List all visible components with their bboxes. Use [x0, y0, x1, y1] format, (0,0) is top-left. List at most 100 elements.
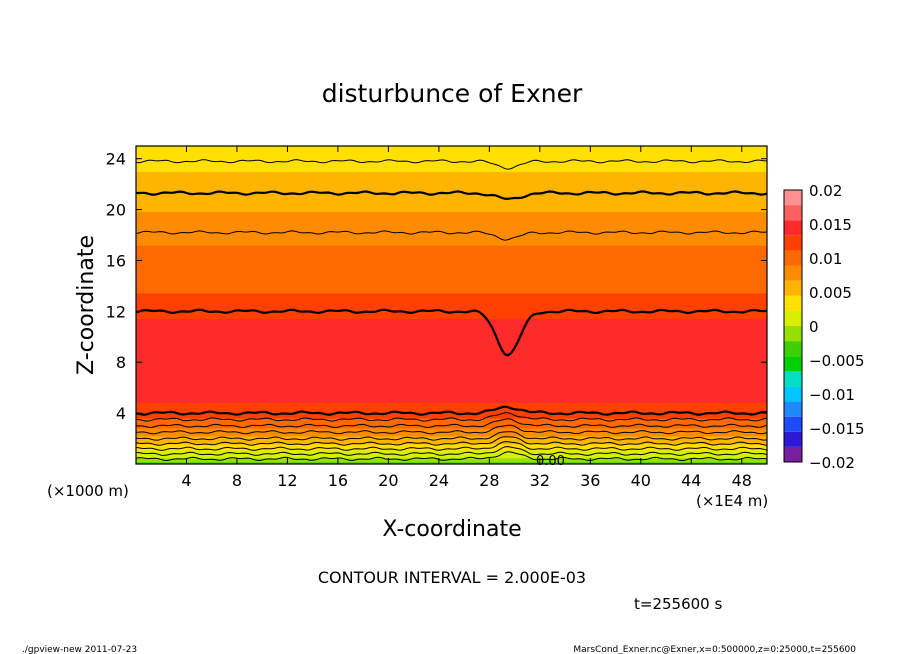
contour-line — [136, 424, 767, 435]
y-tick-label: 4 — [116, 404, 126, 423]
contour-line — [136, 451, 767, 462]
x-tick-label: 40 — [631, 471, 651, 490]
colorbar-swatch — [784, 310, 802, 326]
colorbar-tick-label: −0.015 — [809, 420, 865, 438]
contour-band — [136, 451, 767, 455]
colorbar-tick-label: −0.005 — [809, 352, 865, 370]
contour-band — [136, 362, 767, 365]
contour-band — [136, 427, 767, 431]
contour-band — [136, 386, 767, 389]
contour-band — [136, 455, 767, 459]
contour-band — [136, 445, 767, 449]
contour-band — [136, 406, 767, 409]
contour-band — [136, 274, 767, 278]
colorbar — [784, 190, 802, 462]
contour-band — [136, 322, 767, 326]
y-tick-label: 12 — [106, 302, 126, 321]
contour-line — [136, 412, 767, 422]
contour-band — [136, 155, 767, 159]
contour-band — [136, 396, 767, 399]
contour-band — [136, 235, 767, 238]
contour-band — [136, 270, 767, 274]
colorbar-tick-label: 0.005 — [809, 284, 852, 302]
contour-band — [136, 320, 767, 324]
y-axis-ticks: 4 8 12 16 20 24 — [106, 150, 767, 423]
contour-band — [136, 157, 767, 161]
x-tick-label: 12 — [277, 471, 297, 490]
contour-line — [136, 431, 767, 441]
contour-band — [136, 225, 767, 228]
x-tick-label: 44 — [681, 471, 701, 490]
contour-band — [136, 175, 767, 179]
contour-band — [136, 221, 767, 224]
contour-line — [136, 446, 767, 456]
contour-band — [136, 165, 767, 169]
y-tick-label: 8 — [116, 353, 126, 372]
contour-band — [136, 400, 767, 403]
contour-band — [136, 201, 767, 204]
contour-band — [136, 459, 767, 463]
contour-band — [136, 167, 767, 171]
contour-band — [136, 392, 767, 395]
contour-band — [136, 350, 767, 353]
contour-band — [136, 193, 767, 196]
contour-band — [136, 404, 767, 407]
colorbar-swatch — [784, 190, 802, 206]
x-tick-label: 48 — [732, 471, 752, 490]
contour-band — [136, 296, 767, 300]
plot-area — [136, 146, 767, 464]
contour-band — [136, 374, 767, 377]
contour-band — [136, 229, 767, 232]
contour-band — [136, 197, 767, 200]
contour-band — [136, 199, 767, 202]
contour-band — [136, 243, 767, 246]
contour-band — [136, 207, 767, 210]
contour-band — [136, 288, 767, 292]
contour-band — [136, 342, 767, 346]
contour-band — [136, 290, 767, 294]
contour-band — [136, 380, 767, 383]
contour-band — [136, 260, 767, 264]
colorbar-tick-label: 0.015 — [809, 216, 852, 234]
contour-band — [136, 302, 767, 306]
contour-band — [136, 419, 767, 423]
contour-band — [136, 314, 767, 318]
filled-contour-bands — [136, 146, 767, 464]
contour-band — [136, 231, 767, 234]
contour-band — [136, 439, 767, 443]
footer-file-info: MarsCond_Exner.nc@Exner,x=0:500000,z=0:2… — [573, 645, 856, 654]
contour-band — [136, 433, 767, 437]
contour-band — [136, 280, 767, 284]
contour-band — [136, 330, 767, 334]
colorbar-swatch — [784, 401, 802, 417]
x-unit-right: (×1E4 m) — [696, 492, 768, 510]
contour-band — [136, 423, 767, 427]
contour-band — [136, 153, 767, 157]
contour-band — [136, 318, 767, 322]
y-axis-label: Z-coordinate — [74, 235, 99, 375]
colorbar-swatch — [784, 295, 802, 311]
colorbar-swatch — [784, 356, 802, 372]
contour-band — [136, 449, 767, 453]
colorbar-swatch — [784, 250, 802, 266]
contour-band — [136, 425, 767, 429]
contour-band — [136, 282, 767, 286]
contour-line — [136, 159, 767, 170]
contour-band — [136, 241, 767, 244]
contour-band — [136, 266, 767, 270]
contour-line — [136, 230, 767, 241]
contour-band — [136, 402, 767, 405]
contour-line — [136, 308, 767, 357]
contour-band — [136, 257, 767, 260]
contour-band — [136, 219, 767, 222]
zero-contour-label: 0.00 — [536, 454, 565, 469]
colorbar-ticks: 0.02 0.015 0.01 0.005 0 −0.005 −0.01 −0.015 −0.0… — [809, 182, 865, 472]
contour-lines — [136, 159, 767, 462]
contour-band — [136, 179, 767, 183]
x-tick-label: 4 — [181, 471, 191, 490]
contour-band — [136, 394, 767, 397]
contour-band — [136, 412, 767, 415]
contour-line — [136, 436, 767, 446]
contour-band — [136, 421, 767, 425]
colorbar-swatch — [784, 326, 802, 342]
